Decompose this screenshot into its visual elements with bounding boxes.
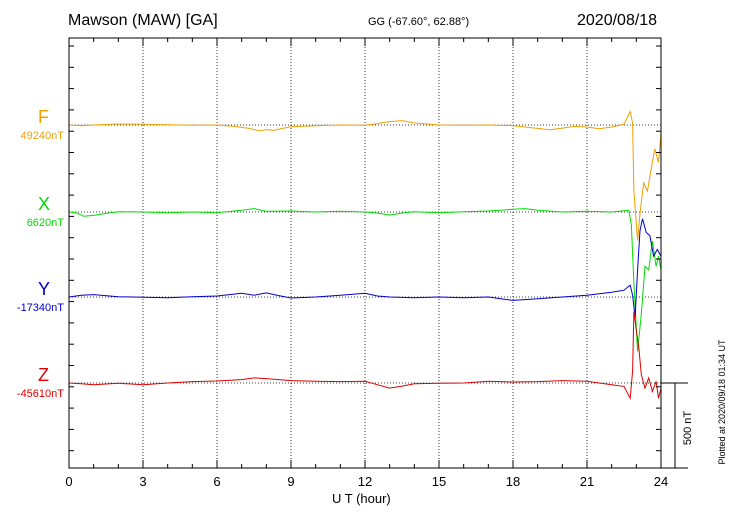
plot-frame: [68, 37, 662, 469]
x-tick-label-6: 6: [213, 474, 220, 489]
axis-ticks: [68, 38, 662, 468]
component-letter-X: X: [38, 194, 51, 214]
scale-bar-label: 500 nT: [682, 410, 694, 446]
x-tick-labels: 0 3 6 9 12 15 18 21 24: [65, 474, 668, 489]
component-letter-Z: Z: [38, 365, 49, 385]
component-baseline-F: 49240nT: [20, 130, 64, 142]
plotted-timestamp: Plotted at 2020/09/18 01:34 UT: [717, 339, 727, 465]
x-tick-label-18: 18: [506, 474, 520, 489]
component-baseline-Y: -17340nT: [16, 302, 64, 314]
series-line-Z: [68, 311, 662, 401]
x-tick-label-9: 9: [287, 474, 294, 489]
x-tick-label-0: 0: [65, 474, 72, 489]
series-line-X: [68, 208, 662, 352]
component-baseline-X: 6620nT: [26, 217, 64, 229]
geographic-coordinates: GG (-67.60°, 62.88°): [368, 16, 470, 28]
component-letter-Y: Y: [38, 279, 51, 299]
x-tick-label-21: 21: [580, 474, 594, 489]
series-line-Y: [68, 218, 662, 318]
component-baseline-Z: -45610nT: [16, 388, 64, 400]
x-tick-label-3: 3: [139, 474, 146, 489]
x-tick-label-24: 24: [654, 474, 668, 489]
series-line-F: [68, 109, 662, 241]
scale-bar: [661, 382, 688, 469]
x-axis-label: U T (hour): [332, 491, 391, 506]
grid-lines: [142, 38, 588, 468]
plot-date: 2020/08/18: [577, 12, 658, 29]
x-tick-label-15: 15: [432, 474, 446, 489]
series-lines: [68, 109, 662, 401]
component-letter-F: F: [38, 107, 49, 127]
x-tick-label-12: 12: [358, 474, 372, 489]
station-title: Mawson (MAW) [GA]: [68, 12, 218, 29]
